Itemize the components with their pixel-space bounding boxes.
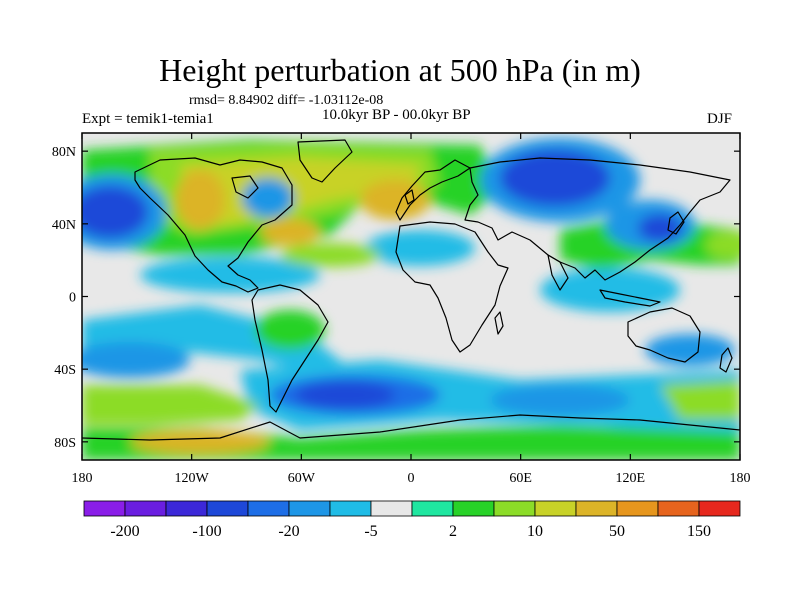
colorbar-label: 10 xyxy=(527,523,543,540)
lon-tick-label: 180 xyxy=(72,471,93,486)
positive-anomaly-north-peak xyxy=(180,158,420,225)
colorbar: -200 -100 -20 -5 2 10 50 150 xyxy=(83,500,741,540)
coastline-madagascar xyxy=(494,311,504,335)
period-label: 10.0kyr BP - 00.0kyr BP xyxy=(322,107,471,123)
colorbar-box xyxy=(657,500,700,517)
positive-anomaly-europe xyxy=(360,180,430,220)
negative-anomaly-atlantic-subtropic xyxy=(365,230,475,266)
lat-tick-label: 80S xyxy=(54,436,76,451)
colorbar-label: 50 xyxy=(609,523,625,540)
colorbar-box xyxy=(288,500,331,517)
coastline-antarctica xyxy=(82,414,740,441)
negative-anomaly-hudson xyxy=(242,178,294,218)
coastline-greenland xyxy=(297,139,353,183)
positive-anomaly-south-america xyxy=(255,310,325,350)
lon-tick-label: 60E xyxy=(509,471,532,486)
colorbar-label: 150 xyxy=(687,523,711,540)
plot-title: Height perturbation at 500 hPa (in m) xyxy=(159,52,641,88)
colorbar-box xyxy=(616,500,659,517)
negative-anomaly-indian-ocean-south xyxy=(490,384,630,416)
coastline-hudson-bay xyxy=(231,175,259,199)
coastline-australia xyxy=(627,307,701,363)
coastline-north-america xyxy=(134,157,293,293)
season-label: DJF xyxy=(707,111,733,127)
coastline-new-zealand xyxy=(719,347,733,373)
colorbar-box xyxy=(206,500,249,517)
negative-anomaly-siberia-core xyxy=(500,150,610,206)
colorbar-box xyxy=(329,500,372,517)
colorbar-box xyxy=(165,500,208,517)
colorbar-box xyxy=(247,500,290,517)
colorbar-box xyxy=(575,500,618,517)
lat-tick-label: 40N xyxy=(52,218,76,233)
negative-anomaly-pacific-east xyxy=(140,257,320,293)
lon-tick-label: 60W xyxy=(288,471,316,486)
colorbar-box xyxy=(452,500,495,517)
coastline-asia xyxy=(464,157,731,281)
map-axes: 80N 40N 0 40S 80S 180 120W 60W 0 60E 120E 180 xyxy=(52,133,751,486)
colorbar-label: 2 xyxy=(449,523,457,540)
height-perturbation-field xyxy=(82,133,740,460)
negative-anomaly-japan-core xyxy=(638,214,682,242)
positive-anomaly-canada xyxy=(175,170,225,230)
positive-anomaly-west-pacific xyxy=(705,231,740,259)
colorbar-box xyxy=(124,500,167,517)
coastline-japan xyxy=(667,211,685,235)
coastline-india xyxy=(547,254,569,291)
colorbar-label: -20 xyxy=(278,523,299,540)
lat-tick-label: 40S xyxy=(54,363,76,378)
lat-tick-label: 0 xyxy=(69,291,76,306)
coastline-south-america xyxy=(251,284,329,413)
coastline-europe xyxy=(395,159,471,221)
coastlines xyxy=(82,139,740,441)
negative-anomaly-south-pacific-west xyxy=(82,342,190,378)
positive-anomaly-south-pacific xyxy=(82,385,260,425)
colorbar-label: -200 xyxy=(110,523,139,540)
lon-tick-label: 120W xyxy=(175,471,210,486)
colorbar-box xyxy=(493,500,536,517)
colorbar-label: -5 xyxy=(364,523,377,540)
coastline-indonesia xyxy=(599,289,661,307)
colorbar-label: -100 xyxy=(192,523,221,540)
colorbar-box xyxy=(83,500,126,517)
positive-anomaly-atlantic xyxy=(260,218,320,246)
colorbar-box xyxy=(411,500,454,517)
colorbar-box xyxy=(698,500,741,517)
lon-tick-label: 180 xyxy=(730,471,751,486)
experiment-label: Expt = temik1-temia1 xyxy=(82,111,214,127)
positive-anomaly-south-indian xyxy=(660,380,740,420)
lat-tick-label: 80N xyxy=(52,145,76,160)
colorbar-box xyxy=(370,500,413,517)
positive-anomaly-equatorial-atlantic xyxy=(280,243,380,267)
coastline-africa xyxy=(395,221,509,353)
positive-anomaly-antarctic-core xyxy=(130,430,270,454)
lon-tick-label: 0 xyxy=(408,471,415,486)
colorbar-box xyxy=(534,500,577,517)
stats-label: rmsd= 8.84902 diff= -1.03112e-08 xyxy=(189,93,384,108)
negative-anomaly-south-band xyxy=(82,305,340,380)
negative-anomaly-tropical-indian xyxy=(540,268,680,312)
lon-tick-label: 120E xyxy=(616,471,646,486)
negative-anomaly-south-atlantic-peak xyxy=(295,381,395,409)
negative-anomaly-north-pacific-core xyxy=(82,186,148,238)
coastline-british-isles xyxy=(404,189,415,205)
